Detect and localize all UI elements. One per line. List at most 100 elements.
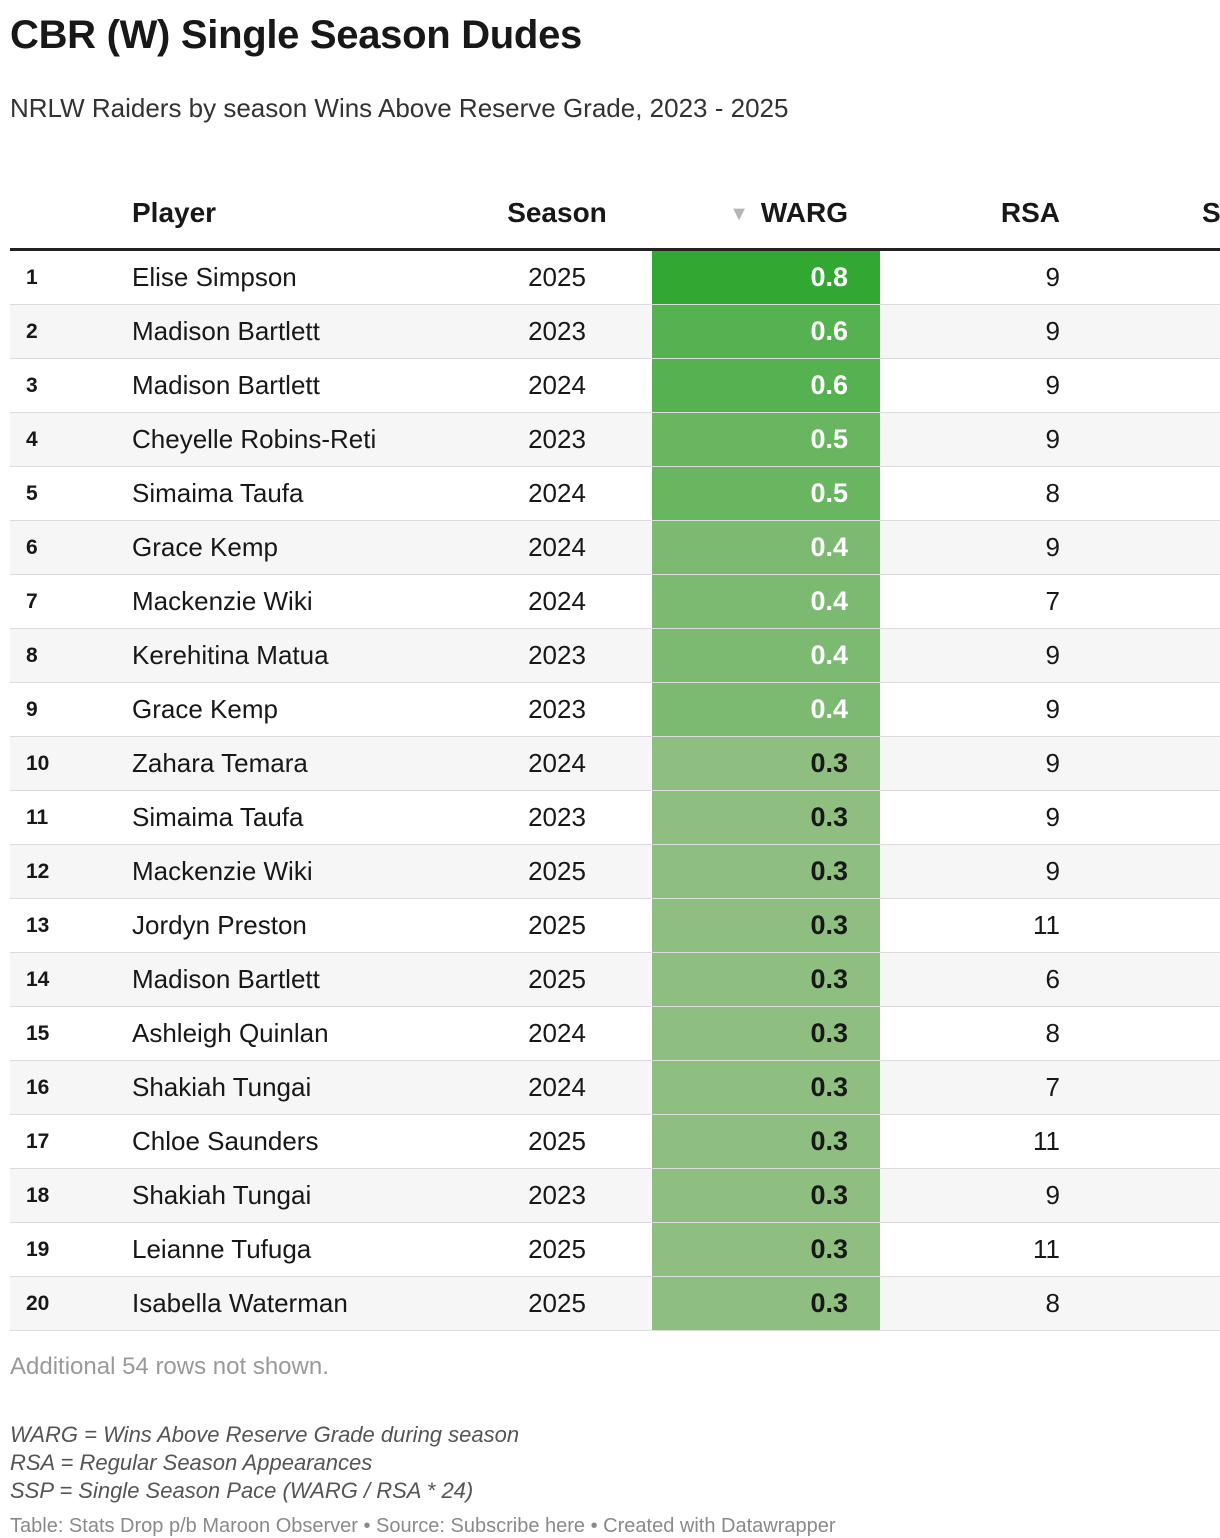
cell-season: 2025 xyxy=(462,1222,652,1277)
cell-ssp: 2.2 xyxy=(1070,249,1220,305)
cell-rank: 20 xyxy=(10,1276,132,1331)
legend-line-warg: WARG = Wins Above Reserve Grade during s… xyxy=(10,1422,520,1447)
cell-season: 2024 xyxy=(462,358,652,413)
cell-season: 2025 xyxy=(462,844,652,899)
cell-ssp: 1.1 xyxy=(1070,1060,1220,1115)
cell-rank: 5 xyxy=(10,466,132,521)
column-header-rank xyxy=(10,178,132,251)
cell-ssp: 0.9 xyxy=(1070,844,1220,899)
cell-season: 2025 xyxy=(462,1114,652,1169)
cell-warg: 0.4 xyxy=(652,520,880,575)
cell-player: Madison Bartlett xyxy=(132,358,462,413)
sort-descending-icon[interactable]: ▼ xyxy=(729,203,749,225)
cell-rsa: 9 xyxy=(880,736,1070,791)
cell-warg: 0.3 xyxy=(652,898,880,953)
cell-rsa: 7 xyxy=(880,574,1070,629)
cell-rsa: 9 xyxy=(880,628,1070,683)
cell-warg: 0.6 xyxy=(652,358,880,413)
cell-ssp: 1.5 xyxy=(1070,358,1220,413)
cell-season: 2024 xyxy=(462,520,652,575)
cell-rank: 11 xyxy=(10,790,132,845)
chart-subtitle: NRLW Raiders by season Wins Above Reserv… xyxy=(10,93,789,123)
cell-rank: 16 xyxy=(10,1060,132,1115)
cell-season: 2025 xyxy=(462,952,652,1007)
column-header-rsa[interactable]: RSA xyxy=(880,178,1070,251)
cell-warg: 0.3 xyxy=(652,790,880,845)
cell-player: Elise Simpson xyxy=(132,249,462,305)
cell-season: 2024 xyxy=(462,574,652,629)
cell-season: 2023 xyxy=(462,682,652,737)
cell-rank: 8 xyxy=(10,628,132,683)
cell-warg: 0.3 xyxy=(652,1276,880,1331)
cell-player: Madison Bartlett xyxy=(132,304,462,359)
cell-season: 2023 xyxy=(462,412,652,467)
cell-rsa: 7 xyxy=(880,1060,1070,1115)
cell-rank: 14 xyxy=(10,952,132,1007)
cell-player: Isabella Waterman xyxy=(132,1276,462,1331)
cell-season: 2024 xyxy=(462,466,652,521)
column-header-warg[interactable]: ▼ WARG xyxy=(652,178,880,251)
cell-rsa: 8 xyxy=(880,1276,1070,1331)
cell-rank: 18 xyxy=(10,1168,132,1223)
cell-player: Shakiah Tungai xyxy=(132,1060,462,1115)
cell-rank: 12 xyxy=(10,844,132,899)
footer-credit: Table: Stats Drop p/b Maroon Observer • … xyxy=(10,1515,836,1537)
cell-ssp: 1.5 xyxy=(1070,574,1220,629)
cell-rank: 13 xyxy=(10,898,132,953)
column-header-player[interactable]: Player xyxy=(132,178,462,251)
cell-rsa: 9 xyxy=(880,249,1070,305)
cell-rsa: 9 xyxy=(880,790,1070,845)
cell-player: Zahara Temara xyxy=(132,736,462,791)
cell-rank: 2 xyxy=(10,304,132,359)
cell-player: Shakiah Tungai xyxy=(132,1168,462,1223)
cell-season: 2024 xyxy=(462,736,652,791)
cell-rank: 17 xyxy=(10,1114,132,1169)
column-header-ssp[interactable]: SSP xyxy=(1070,178,1220,251)
legend: WARG = Wins Above Reserve Grade during s… xyxy=(10,1421,1210,1505)
cell-player: Jordyn Preston xyxy=(132,898,462,953)
cell-ssp: 0.9 xyxy=(1070,790,1220,845)
cell-ssp: 1.3 xyxy=(1070,412,1220,467)
cell-warg: 0.3 xyxy=(652,736,880,791)
cell-rsa: 9 xyxy=(880,304,1070,359)
table-chart: CBR (W) Single Season Dudes NRLW Raiders… xyxy=(10,0,1220,1538)
cell-rank: 1 xyxy=(10,249,132,305)
cell-season: 2024 xyxy=(462,1006,652,1061)
cell-season: 2023 xyxy=(462,304,652,359)
cell-warg: 0.5 xyxy=(652,466,880,521)
cell-warg: 0.3 xyxy=(652,952,880,1007)
cell-warg: 0.4 xyxy=(652,574,880,629)
rows-hidden-note: Additional 54 rows not shown. xyxy=(10,1353,329,1380)
cell-rank: 3 xyxy=(10,358,132,413)
cell-ssp: 1.4 xyxy=(1070,466,1220,521)
cell-player: Chloe Saunders xyxy=(132,1114,462,1169)
cell-season: 2023 xyxy=(462,790,652,845)
cell-ssp: 1.2 xyxy=(1070,520,1220,575)
cell-season: 2025 xyxy=(462,249,652,305)
column-header-season[interactable]: Season xyxy=(462,178,652,251)
cell-ssp: 0.9 xyxy=(1070,1006,1220,1061)
cell-rsa: 8 xyxy=(880,1006,1070,1061)
cell-rsa: 6 xyxy=(880,952,1070,1007)
cell-ssp: 0.8 xyxy=(1070,1168,1220,1223)
cell-ssp: 1.0 xyxy=(1070,628,1220,683)
cell-warg: 0.3 xyxy=(652,1060,880,1115)
cell-rank: 19 xyxy=(10,1222,132,1277)
cell-warg: 0.8 xyxy=(652,249,880,305)
